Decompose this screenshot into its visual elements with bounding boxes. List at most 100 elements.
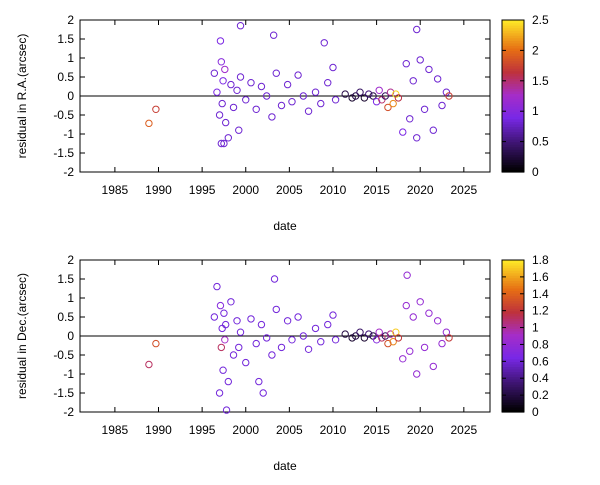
colorbar-segment	[502, 292, 524, 297]
colorbar-segment	[502, 277, 524, 281]
data-point	[235, 126, 243, 134]
data-point	[317, 99, 325, 108]
colorbar-segment	[502, 361, 524, 365]
data-point	[235, 343, 243, 352]
data-point	[413, 134, 421, 142]
x-tick-label: 1995	[189, 423, 216, 437]
colorbar-segment	[502, 73, 524, 77]
data-point	[406, 347, 414, 355]
colorbar-segment	[502, 320, 524, 324]
colorbar-segment	[502, 343, 524, 347]
colorbar-segment	[502, 341, 524, 345]
colorbar-tick-label: 0.4	[532, 371, 549, 385]
colorbar-segment	[502, 348, 524, 352]
x-tick-label: 2000	[232, 183, 259, 197]
colorbar-segment	[502, 116, 524, 120]
data-point	[257, 320, 266, 329]
colorbar-segment	[502, 401, 524, 405]
colorbar-tick-label: 1	[532, 104, 539, 118]
y-tick-label: 0	[67, 89, 74, 103]
y-tick-label: 1.5	[57, 32, 74, 46]
data-point	[152, 339, 160, 348]
data-point	[386, 330, 395, 338]
colorbar-segment	[502, 379, 524, 383]
colorbar-segment	[502, 336, 524, 340]
colorbar-segment	[502, 409, 524, 413]
data-point	[283, 317, 292, 325]
data-point	[413, 25, 421, 34]
data-point	[270, 275, 279, 283]
data-point	[311, 88, 320, 96]
colorbar-segment	[502, 98, 524, 102]
colorbar-segment	[502, 305, 524, 309]
colorbar-segment	[502, 27, 524, 31]
data-point	[389, 99, 397, 108]
data-point	[365, 330, 373, 338]
colorbar-tick-label: 0.5	[532, 135, 549, 149]
data-point	[442, 88, 451, 96]
colorbar-segment	[502, 47, 524, 51]
data-point	[324, 320, 332, 329]
colorbar-segment	[502, 300, 524, 304]
data-point	[257, 82, 266, 91]
colorbar-segment	[502, 396, 524, 400]
data-point	[252, 105, 260, 114]
colorbar-tick-label: 2	[532, 43, 539, 57]
colorbar-frame	[501, 259, 525, 413]
colorbar-segment	[502, 338, 524, 342]
colorbar-segment	[502, 134, 524, 138]
x-tick-label: 2005	[276, 183, 303, 197]
data-point	[351, 332, 360, 340]
data-point	[262, 334, 271, 342]
data-point	[247, 79, 255, 87]
colorbar-segment	[502, 136, 524, 140]
colorbar-segment	[502, 282, 524, 286]
colorbar-segment	[502, 88, 524, 92]
colorbar-segment	[502, 106, 524, 110]
colorbar-segment	[502, 353, 524, 357]
data-point	[236, 73, 245, 81]
data-point	[215, 111, 224, 119]
data-point	[372, 98, 381, 106]
colorbar-segment	[502, 121, 524, 125]
data-point	[425, 309, 433, 317]
colorbar-segment	[502, 315, 524, 319]
data-point	[409, 77, 417, 85]
data-point	[233, 317, 241, 325]
data-point	[221, 118, 230, 127]
data-point	[219, 366, 227, 374]
colorbar-segment	[502, 265, 524, 269]
data-point	[220, 139, 228, 148]
x-tick-label: 1990	[145, 423, 172, 437]
colorbar-segment	[502, 374, 524, 378]
data-point	[252, 339, 260, 348]
colorbar-segment	[502, 381, 524, 385]
colorbar-segment	[502, 22, 524, 26]
colorbar-segment	[502, 313, 524, 317]
colorbar-segment	[502, 139, 524, 143]
colorbar-segment	[502, 295, 524, 299]
colorbar-tick-label: 0.8	[532, 337, 549, 351]
data-point	[433, 75, 442, 83]
colorbar-segment	[502, 159, 524, 163]
data-point	[304, 107, 313, 115]
data-point	[152, 105, 160, 114]
data-point	[218, 99, 226, 108]
x-tick-label: 2015	[363, 183, 390, 197]
data-point	[217, 58, 226, 66]
colorbar-segment	[502, 45, 524, 49]
data-point	[394, 334, 403, 342]
colorbar-segment	[502, 308, 524, 312]
colorbar-segment	[502, 93, 524, 97]
data-point	[294, 313, 302, 321]
colorbar-segment	[502, 103, 524, 107]
data-point	[372, 336, 381, 344]
data-point	[416, 56, 424, 64]
x-tick-label: 2020	[407, 423, 434, 437]
x-tick-label: 2025	[450, 423, 477, 437]
data-point	[236, 328, 245, 336]
x-tick-label: 1990	[145, 183, 172, 197]
colorbar-segment	[502, 52, 524, 57]
colorbar-tick-label: 1.4	[532, 287, 549, 301]
